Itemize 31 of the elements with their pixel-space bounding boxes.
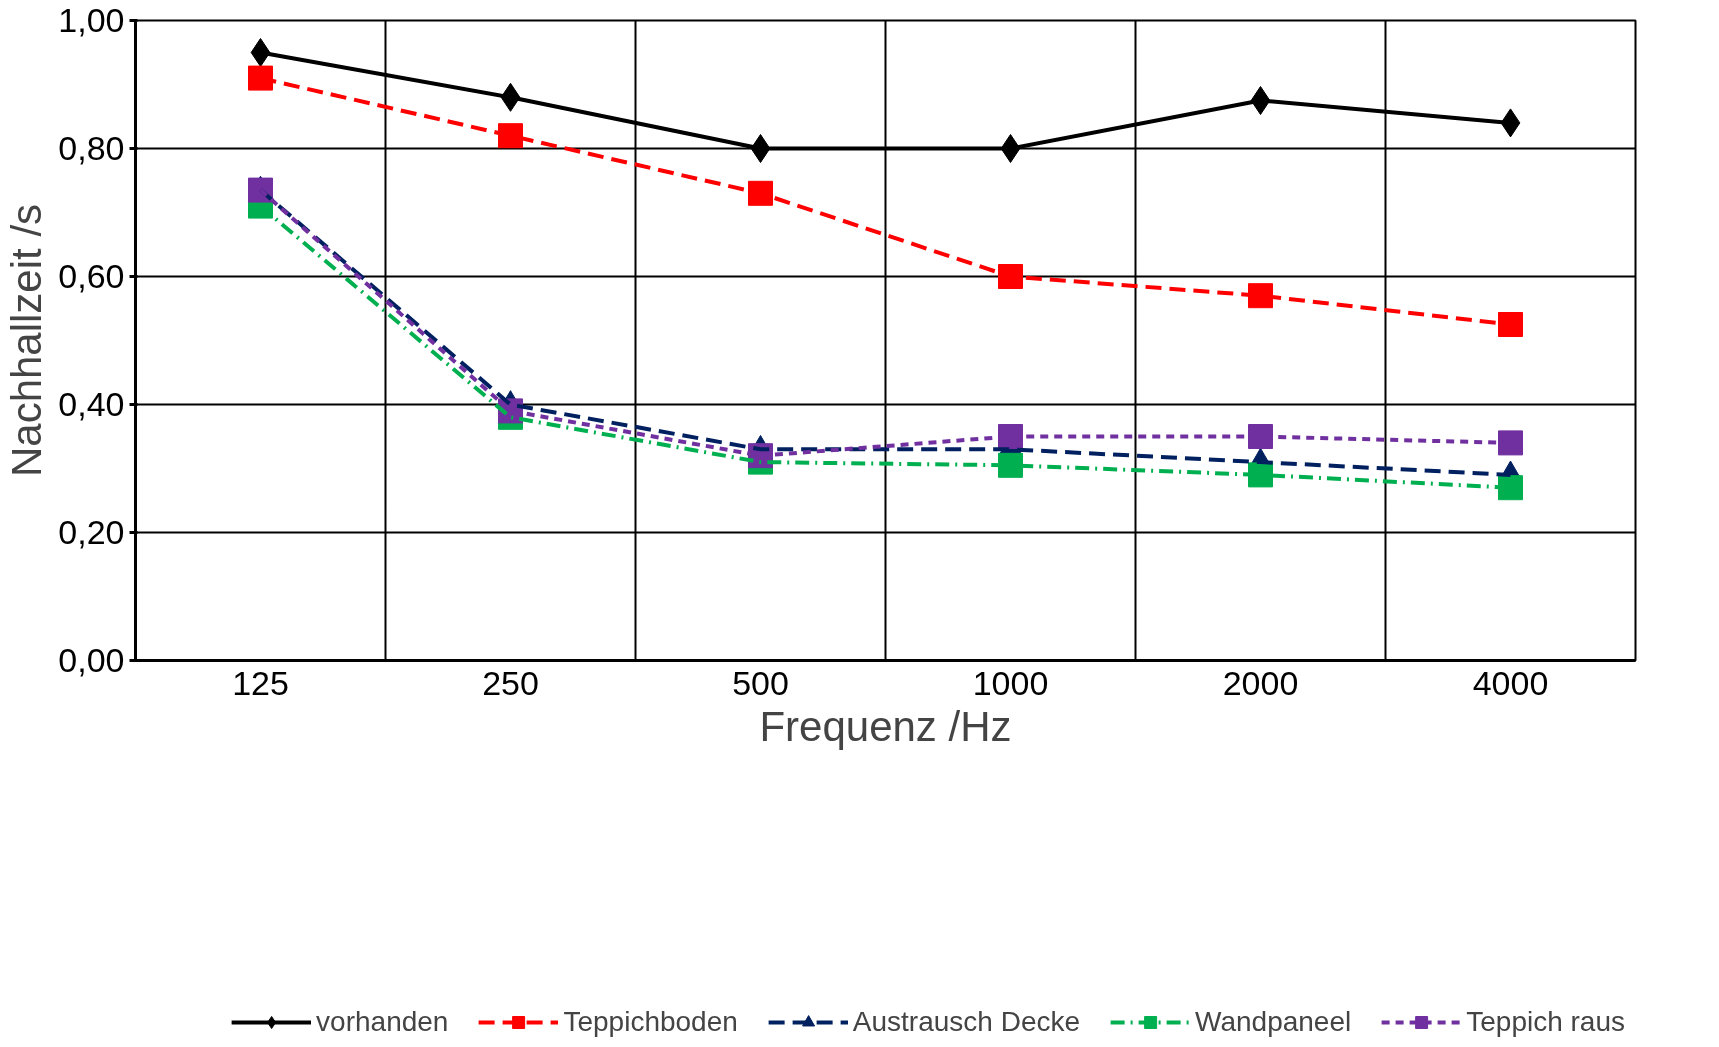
point — [1500, 108, 1521, 138]
y-tick-label: 0,80 — [58, 129, 125, 167]
legend-label: Wandpaneel — [1195, 1006, 1352, 1038]
x-tick-label: 1000 — [972, 663, 1049, 702]
x-axis-title: Frequenz /Hz — [759, 702, 1012, 750]
point — [1248, 424, 1273, 449]
x-tick-label: 4000 — [1472, 663, 1549, 702]
y-tick-label: 0,00 — [58, 641, 125, 679]
point — [1248, 462, 1273, 488]
point — [748, 180, 773, 206]
legend-label: Austrausch Decke — [852, 1006, 1081, 1038]
legend-label: Teppichboden — [563, 1006, 738, 1038]
point — [1498, 430, 1523, 456]
legend-label: vorhanden — [316, 1006, 449, 1038]
point — [248, 177, 273, 203]
x-tick-label: 500 — [732, 663, 789, 702]
y-axis-title: Nachhallzeit /s — [3, 203, 51, 478]
point — [1498, 312, 1523, 337]
point — [1498, 475, 1523, 501]
point — [248, 65, 273, 91]
y-tick-label: 0,40 — [58, 385, 125, 423]
y-tick-label: 1,00 — [58, 1, 125, 39]
legend-label: Teppich raus — [1466, 1006, 1625, 1038]
point — [998, 452, 1023, 478]
x-tick-label: 125 — [232, 663, 289, 702]
point — [250, 38, 271, 67]
x-tick-label: 250 — [482, 663, 539, 702]
x-tick-label: 2000 — [1222, 663, 1299, 702]
y-tick-label: 0,60 — [58, 257, 125, 295]
y-tick-label: 0,20 — [58, 513, 125, 551]
point — [998, 264, 1023, 289]
